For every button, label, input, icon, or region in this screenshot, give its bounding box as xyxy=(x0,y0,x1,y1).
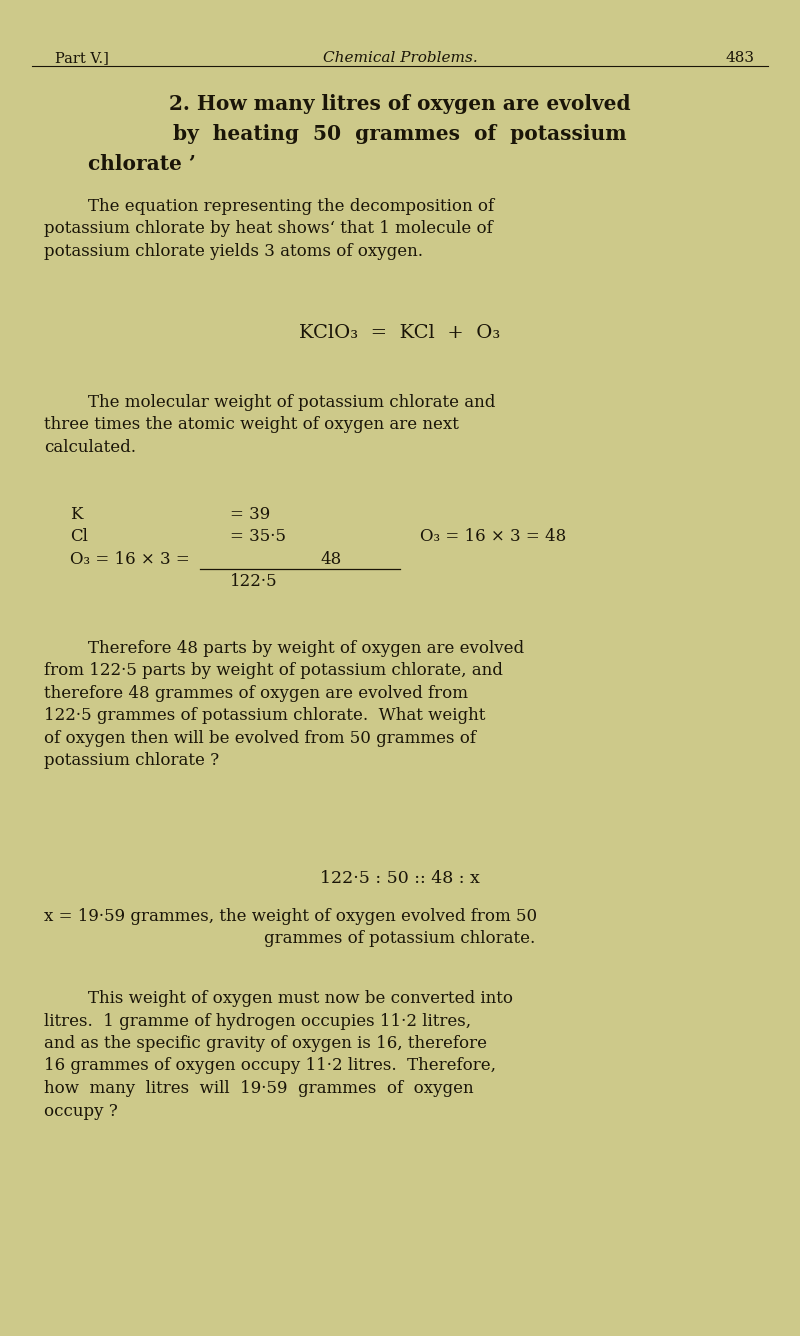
Text: 2. How many litres of oxygen are evolved: 2. How many litres of oxygen are evolved xyxy=(169,94,631,114)
Text: 122·5: 122·5 xyxy=(230,573,278,591)
Text: potassium chlorate ?: potassium chlorate ? xyxy=(44,752,219,770)
Text: 48: 48 xyxy=(320,550,342,568)
Text: K: K xyxy=(70,506,82,522)
Text: KClO₃  =  KCl  +  O₃: KClO₃ = KCl + O₃ xyxy=(299,325,501,342)
Text: = 35·5: = 35·5 xyxy=(230,529,286,545)
Text: potassium chlorate by heat shows‘ that 1 molecule of: potassium chlorate by heat shows‘ that 1… xyxy=(44,220,493,238)
Text: litres.  1 gramme of hydrogen occupies 11·2 litres,: litres. 1 gramme of hydrogen occupies 11… xyxy=(44,1013,471,1030)
Text: chlorate ’: chlorate ’ xyxy=(88,154,196,174)
Text: O₃ = 16 × 3 = 48: O₃ = 16 × 3 = 48 xyxy=(420,529,566,545)
Text: occupy ?: occupy ? xyxy=(44,1102,118,1120)
Text: The molecular weight of potassium chlorate and: The molecular weight of potassium chlora… xyxy=(88,394,495,411)
Text: 122·5 grammes of potassium chlorate.  What weight: 122·5 grammes of potassium chlorate. Wha… xyxy=(44,708,486,724)
Text: Therefore 48 parts by weight of oxygen are evolved: Therefore 48 parts by weight of oxygen a… xyxy=(88,640,524,657)
Text: = 39: = 39 xyxy=(230,506,270,522)
Text: grammes of potassium chlorate.: grammes of potassium chlorate. xyxy=(264,930,536,947)
Text: therefore 48 grammes of oxygen are evolved from: therefore 48 grammes of oxygen are evolv… xyxy=(44,685,468,701)
Text: by  heating  50  grammes  of  potassium: by heating 50 grammes of potassium xyxy=(173,124,627,144)
Text: This weight of oxygen must now be converted into: This weight of oxygen must now be conver… xyxy=(88,990,513,1007)
Text: The equation representing the decomposition of: The equation representing the decomposit… xyxy=(88,198,494,215)
Text: Cl: Cl xyxy=(70,529,88,545)
Text: 16 grammes of oxygen occupy 11·2 litres.  Therefore,: 16 grammes of oxygen occupy 11·2 litres.… xyxy=(44,1058,496,1074)
Text: x = 19·59 grammes, the weight of oxygen evolved from 50: x = 19·59 grammes, the weight of oxygen … xyxy=(44,908,537,925)
Text: potassium chlorate yields 3 atoms of oxygen.: potassium chlorate yields 3 atoms of oxy… xyxy=(44,243,423,261)
Text: three times the atomic weight of oxygen are next: three times the atomic weight of oxygen … xyxy=(44,417,459,433)
Text: 483: 483 xyxy=(726,51,755,65)
Text: of oxygen then will be evolved from 50 grammes of: of oxygen then will be evolved from 50 g… xyxy=(44,729,476,747)
Text: Chemical Problems.: Chemical Problems. xyxy=(322,51,478,65)
Text: calculated.: calculated. xyxy=(44,440,136,456)
Text: from 122·5 parts by weight of potassium chlorate, and: from 122·5 parts by weight of potassium … xyxy=(44,663,503,680)
Text: how  many  litres  will  19·59  grammes  of  oxygen: how many litres will 19·59 grammes of ox… xyxy=(44,1079,474,1097)
Text: 122·5 : 50 :: 48 : x: 122·5 : 50 :: 48 : x xyxy=(320,870,480,887)
Text: O₃ = 16 × 3 =: O₃ = 16 × 3 = xyxy=(70,550,190,568)
Text: Part V.]: Part V.] xyxy=(55,51,109,65)
Text: and as the specific gravity of oxygen is 16, therefore: and as the specific gravity of oxygen is… xyxy=(44,1035,487,1051)
